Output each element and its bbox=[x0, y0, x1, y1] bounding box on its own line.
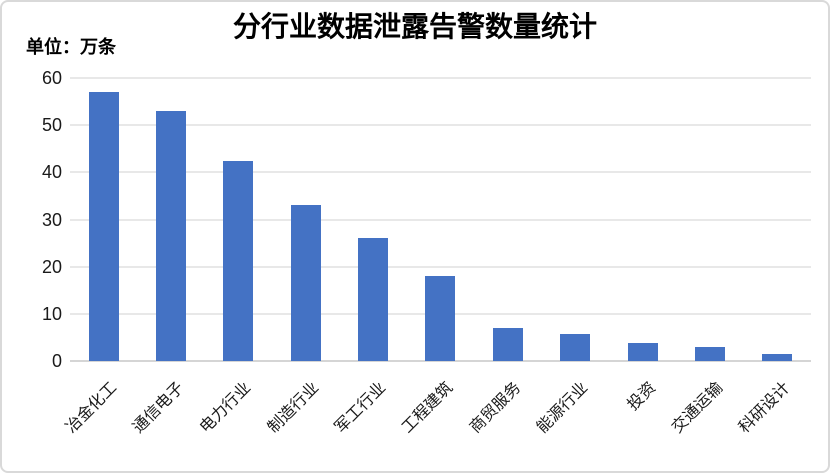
y-tick-label-10: 10 bbox=[41, 303, 62, 324]
bar-商贸服务 bbox=[492, 327, 523, 361]
y-tick-label-50: 50 bbox=[41, 115, 62, 136]
gridline-30 bbox=[70, 218, 811, 221]
bar-slot bbox=[474, 78, 541, 361]
x-tick-slot: 科研设计 bbox=[736, 363, 811, 471]
bar-科研设计 bbox=[762, 354, 793, 361]
unit-label: 单位：万条 bbox=[26, 37, 116, 57]
bar-通信电子 bbox=[156, 111, 187, 361]
x-tick-slot: 电力行业 bbox=[197, 363, 272, 471]
x-axis: 冶金化工 通信电子 电力行业 制造行业 军工行业 工程建筑 商贸服务 能源行业 投资 交通运输 科研… bbox=[63, 363, 811, 471]
bar-slot bbox=[609, 78, 676, 361]
x-axis-line bbox=[70, 360, 811, 362]
y-tick-label-30: 30 bbox=[41, 209, 62, 230]
x-tick-slot: 能源行业 bbox=[534, 363, 609, 471]
plot-area bbox=[70, 77, 811, 362]
bar-制造行业 bbox=[290, 205, 321, 361]
y-tick-label-40: 40 bbox=[41, 162, 62, 183]
bar-slot bbox=[407, 78, 474, 361]
bar-能源行业 bbox=[560, 334, 591, 361]
bar-电力行业 bbox=[223, 160, 254, 361]
gridline-40 bbox=[70, 171, 811, 174]
bar-slot bbox=[744, 78, 811, 361]
bar-军工行业 bbox=[358, 238, 389, 361]
y-tick-label-60: 60 bbox=[41, 68, 62, 88]
gridline-50 bbox=[70, 124, 811, 127]
x-tick-label-投资: 投资 bbox=[624, 379, 659, 414]
y-tick-label-20: 20 bbox=[41, 256, 62, 277]
bar-slot bbox=[137, 78, 204, 361]
bar-工程建筑 bbox=[425, 276, 456, 361]
bar-slot bbox=[542, 78, 609, 361]
gridline-20 bbox=[70, 265, 811, 268]
bar-slot bbox=[339, 78, 406, 361]
bar-交通运输 bbox=[694, 347, 725, 361]
bar-slot bbox=[272, 78, 339, 361]
bars-container bbox=[70, 78, 811, 361]
y-axis: 0 10 20 30 40 50 60 bbox=[0, 68, 62, 371]
bar-slot bbox=[70, 78, 137, 361]
y-tick-label-0: 0 bbox=[51, 351, 62, 371]
x-tick-label-冶金化工: 冶金化工 bbox=[62, 379, 120, 437]
chart-title: 分行业数据泄露告警数量统计 bbox=[232, 11, 597, 42]
bar-投资 bbox=[627, 342, 658, 361]
bar-slot bbox=[676, 78, 743, 361]
bar-冶金化工 bbox=[88, 92, 119, 361]
bar-slot bbox=[205, 78, 272, 361]
gridline-60 bbox=[70, 77, 811, 79]
